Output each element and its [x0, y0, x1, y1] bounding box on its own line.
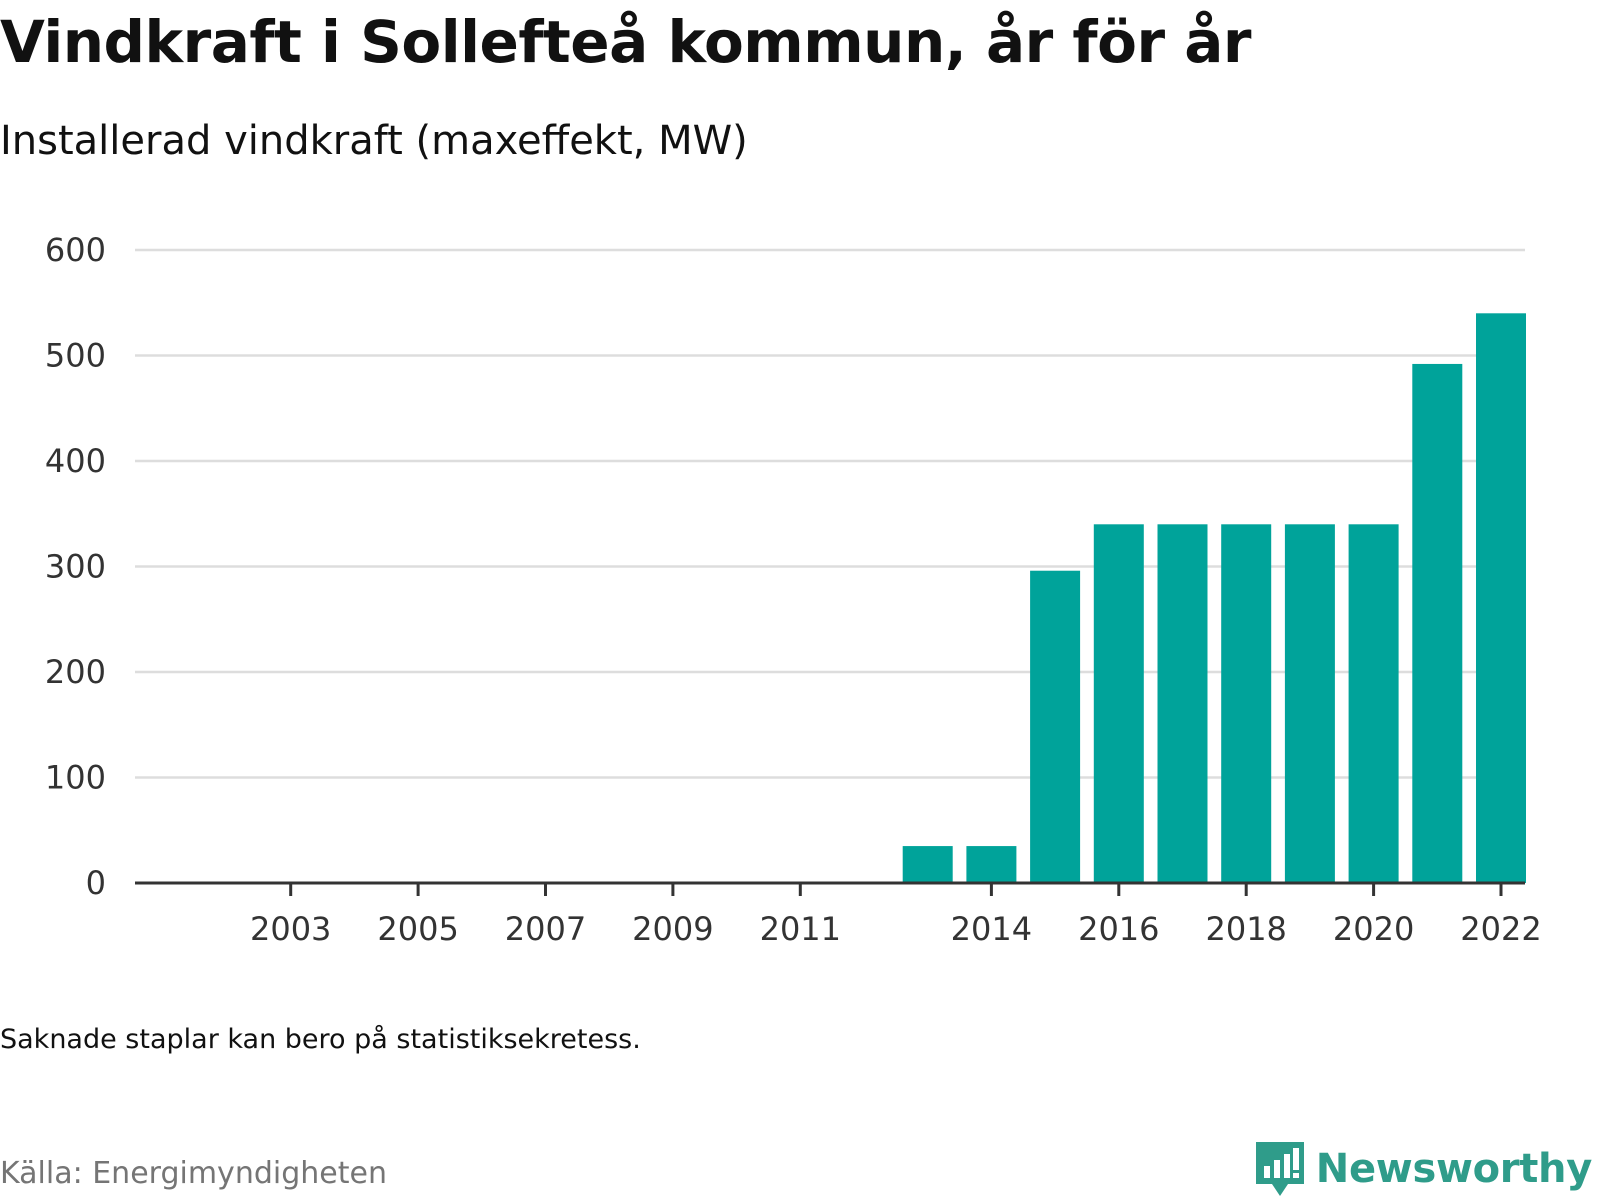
- bar-2015: [1030, 570, 1081, 883]
- y-tick-label: 100: [45, 759, 106, 797]
- chart-title: Vindkraft i Sollefteå kommun, år för år: [0, 8, 1252, 76]
- newsworthy-logo-icon: [1255, 1142, 1304, 1196]
- bar-2013: [902, 846, 953, 883]
- x-tick-label: 2011: [760, 910, 841, 948]
- source-label: Källa: Energimyndigheten: [0, 1156, 387, 1191]
- bar-chart: 0 100 200 300 400 500 600 2003 2005 2007 2009 2011 2…: [45, 231, 1542, 948]
- bar-2016: [1093, 524, 1144, 883]
- x-tick-label: 2018: [1205, 910, 1286, 948]
- bar-2019: [1284, 524, 1335, 883]
- bar-2014: [966, 846, 1017, 883]
- x-tick-label: 2007: [505, 910, 586, 948]
- x-tick-label: 2022: [1460, 910, 1541, 948]
- y-tick-label: 200: [45, 653, 106, 691]
- brand-name: Newsworthy: [1315, 1146, 1593, 1192]
- y-tick-label: 500: [45, 337, 106, 375]
- bar-2021: [1412, 363, 1463, 883]
- bar-2020: [1348, 524, 1399, 883]
- y-tick-label: 400: [45, 442, 106, 480]
- y-tick-label: 0: [86, 864, 106, 902]
- bar-2018: [1221, 524, 1272, 883]
- y-tick-label: 300: [45, 548, 106, 586]
- y-tick-label: 600: [45, 231, 106, 269]
- x-tick-label: 2014: [951, 910, 1032, 948]
- x-tick-label: 2016: [1078, 910, 1159, 948]
- bar-2017: [1157, 524, 1208, 883]
- chart-subtitle: Installerad vindkraft (maxeffekt, MW): [0, 118, 748, 164]
- x-tick-label: 2009: [632, 910, 713, 948]
- bar-2022: [1476, 313, 1526, 883]
- x-tick-label: 2005: [377, 910, 458, 948]
- brand-logo: Newsworthy: [1254, 1140, 1592, 1198]
- x-tick-label: 2003: [250, 910, 331, 948]
- x-tick-label: 2020: [1333, 910, 1414, 948]
- footnote: Saknade staplar kan bero på statistiksek…: [0, 1024, 641, 1055]
